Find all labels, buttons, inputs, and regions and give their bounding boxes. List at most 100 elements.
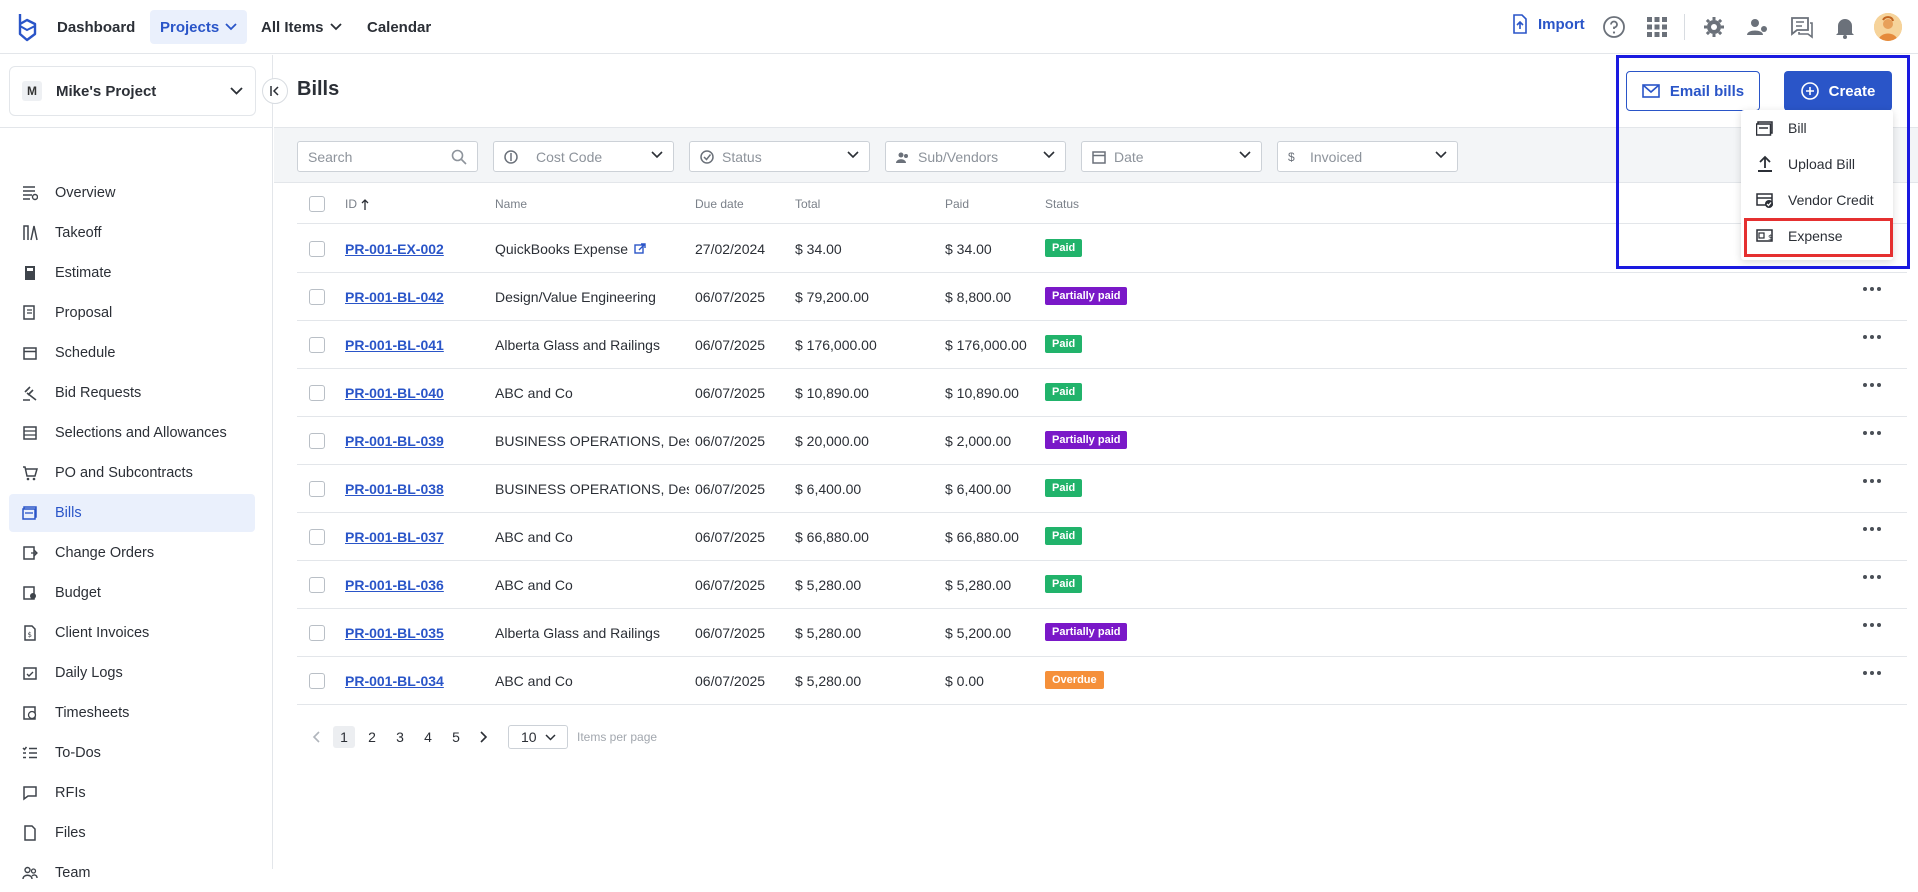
bill-id-link[interactable]: PR-001-BL-038 bbox=[345, 481, 444, 497]
table-row[interactable]: PR-001-BL-034 ABC and Co 06/07/2025 $ 5,280… bbox=[297, 657, 1907, 705]
row-checkbox[interactable] bbox=[309, 673, 325, 689]
bill-id-link[interactable]: PR-001-BL-035 bbox=[345, 625, 444, 641]
menu-item-vendor-credit[interactable]: Vendor Credit bbox=[1741, 182, 1893, 218]
bill-id-link[interactable]: PR-001-BL-036 bbox=[345, 577, 444, 593]
bill-id-link[interactable]: PR-001-BL-039 bbox=[345, 433, 444, 449]
sidebar-item-po-and-subcontracts[interactable]: PO and Subcontracts bbox=[9, 454, 255, 492]
bill-id-link[interactable]: PR-001-BL-037 bbox=[345, 529, 444, 545]
sidebar-item-selections-and-allowances[interactable]: Selections and Allowances bbox=[9, 414, 255, 452]
nav-projects[interactable]: Projects bbox=[150, 10, 248, 44]
sidebar-item-to-dos[interactable]: To-Dos bbox=[9, 734, 255, 772]
table-row[interactable]: PR-001-BL-036 ABC and Co 06/07/2025 $ 5,280… bbox=[297, 561, 1907, 609]
row-checkbox[interactable] bbox=[309, 433, 325, 449]
date-filter[interactable]: Date bbox=[1081, 141, 1262, 172]
table-row[interactable]: PR-001-BL-041 Alberta Glass and Railings 0… bbox=[297, 321, 1907, 369]
prev-page-icon[interactable] bbox=[305, 726, 327, 748]
row-checkbox[interactable] bbox=[309, 625, 325, 641]
more-actions-icon[interactable] bbox=[1863, 527, 1881, 531]
collapse-sidebar-button[interactable] bbox=[262, 78, 288, 104]
cost-code-filter[interactable]: Cost Code bbox=[493, 141, 674, 172]
column-paid-header[interactable]: Paid bbox=[945, 197, 970, 211]
more-actions-icon[interactable] bbox=[1863, 575, 1881, 579]
users-manage-icon[interactable] bbox=[1746, 15, 1770, 39]
sidebar-item-daily-logs[interactable]: Daily Logs bbox=[9, 654, 255, 692]
table-row[interactable]: PR-001-BL-037 ABC and Co 06/07/2025 $ 66,88… bbox=[297, 513, 1907, 561]
more-actions-icon[interactable] bbox=[1863, 431, 1881, 435]
sidebar-item-rfis[interactable]: RFIs bbox=[9, 774, 255, 812]
user-avatar[interactable] bbox=[1874, 13, 1902, 41]
more-actions-icon[interactable] bbox=[1863, 671, 1881, 675]
more-actions-icon[interactable] bbox=[1863, 479, 1881, 483]
page-link-3[interactable]: 3 bbox=[396, 729, 404, 745]
row-checkbox[interactable] bbox=[309, 385, 325, 401]
sidebar-item-client-invoices[interactable]: $ Client Invoices bbox=[9, 614, 255, 652]
bill-id-link[interactable]: PR-001-BL-042 bbox=[345, 289, 444, 305]
bill-id-link[interactable]: PR-001-EX-002 bbox=[345, 241, 444, 257]
nav-all-items[interactable]: All Items bbox=[251, 10, 352, 44]
import-button[interactable]: Import bbox=[1512, 14, 1585, 34]
column-total-header[interactable]: Total bbox=[795, 197, 821, 211]
invoiced-filter[interactable]: $ Invoiced bbox=[1277, 141, 1458, 172]
menu-item-upload-bill[interactable]: Upload Bill bbox=[1741, 146, 1893, 182]
page-link-5[interactable]: 5 bbox=[452, 729, 460, 745]
page-link-1[interactable]: 1 bbox=[333, 726, 355, 748]
menu-item-bill[interactable]: Bill bbox=[1741, 110, 1893, 146]
more-actions-icon[interactable] bbox=[1863, 383, 1881, 387]
sidebar-item-files[interactable]: Files bbox=[9, 814, 255, 852]
create-button[interactable]: Create bbox=[1784, 71, 1892, 111]
row-checkbox[interactable] bbox=[309, 577, 325, 593]
notifications-bell-icon[interactable] bbox=[1833, 15, 1857, 39]
email-bills-button[interactable]: Email bills bbox=[1626, 71, 1760, 111]
column-id-header[interactable]: ID bbox=[345, 197, 369, 211]
bill-id-link[interactable]: PR-001-BL-040 bbox=[345, 385, 444, 401]
search-input[interactable]: Search bbox=[297, 141, 478, 172]
bill-id-link[interactable]: PR-001-BL-034 bbox=[345, 673, 444, 689]
page-link-2[interactable]: 2 bbox=[368, 729, 376, 745]
sidebar-item-estimate[interactable]: Estimate bbox=[9, 254, 255, 292]
more-actions-icon[interactable] bbox=[1863, 623, 1881, 627]
menu-item-expense[interactable]: $ Expense bbox=[1741, 218, 1893, 254]
sidebar-item-bid-requests[interactable]: Bid Requests bbox=[9, 374, 255, 412]
row-checkbox[interactable] bbox=[309, 289, 325, 305]
table-row[interactable]: PR-001-BL-042 Design/Value Engineering 06/… bbox=[297, 273, 1907, 321]
table-row[interactable]: PR-001-BL-035 Alberta Glass and Railings 0… bbox=[297, 609, 1907, 657]
project-selector[interactable]: M Mike's Project bbox=[9, 66, 256, 116]
items-per-page-select[interactable]: 10 bbox=[508, 725, 568, 749]
table-row[interactable]: PR-001-EX-002 QuickBooks Expense 27/02/202… bbox=[297, 225, 1907, 273]
next-page-icon[interactable] bbox=[473, 726, 495, 748]
more-actions-icon[interactable] bbox=[1863, 287, 1881, 291]
column-name-header[interactable]: Name bbox=[495, 197, 528, 211]
apps-grid-icon[interactable] bbox=[1645, 15, 1669, 39]
bill-id-link[interactable]: PR-001-BL-041 bbox=[345, 337, 444, 353]
help-icon[interactable] bbox=[1602, 15, 1626, 39]
page-link-4[interactable]: 4 bbox=[424, 729, 432, 745]
sub-vendors-filter[interactable]: Sub/Vendors bbox=[885, 141, 1066, 172]
row-checkbox[interactable] bbox=[309, 529, 325, 545]
sidebar-item-schedule[interactable]: Schedule bbox=[9, 334, 255, 372]
due-date: 06/07/2025 bbox=[695, 673, 766, 689]
nav-dashboard[interactable]: Dashboard bbox=[47, 10, 145, 44]
sidebar-item-team[interactable]: Team bbox=[9, 854, 255, 892]
sidebar-item-proposal[interactable]: Proposal bbox=[9, 294, 255, 332]
row-checkbox[interactable] bbox=[309, 241, 325, 257]
sidebar-item-change-orders[interactable]: Change Orders bbox=[9, 534, 255, 572]
sidebar-item-overview[interactable]: Overview bbox=[9, 174, 255, 212]
sidebar-item-timesheets[interactable]: Timesheets bbox=[9, 694, 255, 732]
row-checkbox[interactable] bbox=[309, 337, 325, 353]
nav-calendar[interactable]: Calendar bbox=[357, 10, 441, 44]
chat-messages-icon[interactable] bbox=[1790, 15, 1814, 39]
sidebar-item-bills[interactable]: Bills bbox=[9, 494, 255, 532]
more-actions-icon[interactable] bbox=[1863, 335, 1881, 339]
app-logo-icon[interactable] bbox=[16, 12, 38, 42]
table-row[interactable]: PR-001-BL-040 ABC and Co 06/07/2025 $ 10,89… bbox=[297, 369, 1907, 417]
select-all-checkbox[interactable] bbox=[309, 196, 325, 212]
column-status-header[interactable]: Status bbox=[1045, 197, 1080, 211]
sidebar-item-takeoff[interactable]: Takeoff bbox=[9, 214, 255, 252]
table-row[interactable]: PR-001-BL-039 BUSINESS OPERATIONS, Design… bbox=[297, 417, 1907, 465]
sidebar-item-budget[interactable]: Budget bbox=[9, 574, 255, 612]
row-checkbox[interactable] bbox=[309, 481, 325, 497]
status-filter[interactable]: Status bbox=[689, 141, 870, 172]
column-due-date-header[interactable]: Due date bbox=[695, 197, 744, 211]
settings-gear-icon[interactable] bbox=[1702, 15, 1726, 39]
table-row[interactable]: PR-001-BL-038 BUSINESS OPERATIONS, Design… bbox=[297, 465, 1907, 513]
